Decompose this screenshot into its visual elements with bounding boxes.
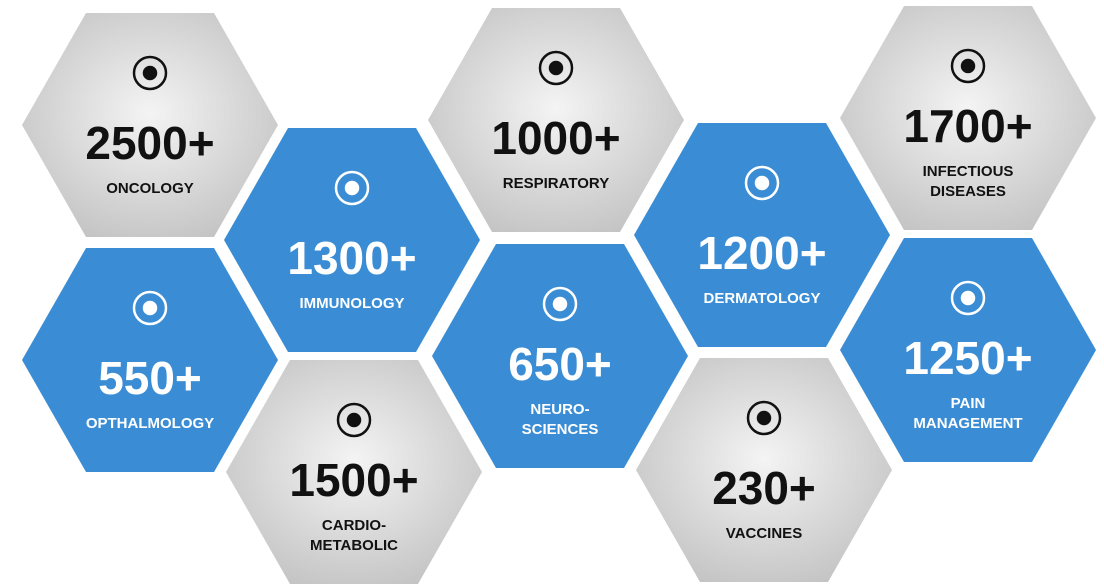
hex-tile: 1500+ CARDIO- METABOLIC	[226, 360, 482, 584]
label: OPTHALMOLOGY	[86, 415, 214, 432]
label: ONCOLOGY	[106, 180, 194, 197]
hex-tile: 2500+ ONCOLOGY	[22, 13, 278, 237]
label: NEURO-	[530, 401, 589, 418]
label: METABOLIC	[310, 537, 398, 554]
count: 650+	[508, 338, 612, 390]
icon-shape	[144, 302, 156, 314]
icon-shape	[756, 177, 768, 189]
label: IMMUNOLOGY	[300, 295, 405, 312]
hex-tile: 1250+ PAIN MANAGEMENT	[840, 238, 1096, 462]
hex-tile: 230+ VACCINES	[636, 358, 892, 582]
icon-shape	[962, 292, 974, 304]
count: 1700+	[903, 100, 1032, 152]
count: 1200+	[697, 227, 826, 279]
label: SCIENCES	[522, 421, 599, 438]
label: PAIN	[951, 395, 986, 412]
label: DERMATOLOGY	[704, 290, 821, 307]
label: INFECTIOUS	[923, 163, 1014, 180]
icon-shape	[348, 414, 360, 426]
label: DISEASES	[930, 183, 1006, 200]
hex-tile: 1300+ IMMUNOLOGY	[224, 128, 480, 352]
icon-shape	[550, 62, 562, 74]
page: 2500+ ONCOLOGY 1300+ IMMUNOLOGY 550+ OPTHALMO…	[0, 0, 1104, 584]
hex-tile: 1200+ DERMATOLOGY	[634, 123, 890, 347]
count: 1250+	[903, 332, 1032, 384]
count: 230+	[712, 462, 816, 514]
count: 550+	[98, 352, 202, 404]
hex-tile: 1000+ RESPIRATORY	[428, 8, 684, 232]
icon-shape	[346, 182, 358, 194]
label: CARDIO-	[322, 517, 386, 534]
icon-shape	[962, 60, 974, 72]
icon-shape	[758, 412, 770, 424]
count: 1000+	[491, 112, 620, 164]
label: VACCINES	[726, 525, 802, 542]
label: RESPIRATORY	[503, 175, 609, 192]
icon-shape	[144, 67, 156, 79]
hex-tile: 550+ OPTHALMOLOGY	[22, 248, 278, 472]
infographic: 2500+ ONCOLOGY 1300+ IMMUNOLOGY 550+ OPTHALMO…	[0, 0, 1104, 584]
label: MANAGEMENT	[913, 415, 1022, 432]
count: 1300+	[287, 232, 416, 284]
hex-tile: 650+ NEURO- SCIENCES	[432, 244, 688, 468]
count: 1500+	[289, 454, 418, 506]
icon-shape	[554, 298, 566, 310]
count: 2500+	[85, 117, 214, 169]
hex-tile: 1700+ INFECTIOUS DISEASES	[840, 6, 1096, 230]
